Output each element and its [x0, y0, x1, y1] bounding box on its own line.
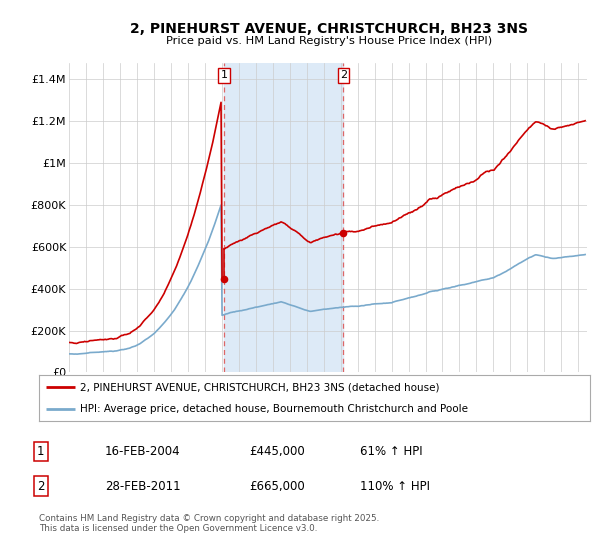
Text: 110% ↑ HPI: 110% ↑ HPI — [360, 479, 430, 493]
Text: 1: 1 — [220, 71, 227, 81]
Text: HPI: Average price, detached house, Bournemouth Christchurch and Poole: HPI: Average price, detached house, Bour… — [80, 404, 469, 414]
Text: 1: 1 — [37, 445, 44, 458]
Text: 2, PINEHURST AVENUE, CHRISTCHURCH, BH23 3NS: 2, PINEHURST AVENUE, CHRISTCHURCH, BH23 … — [130, 22, 528, 36]
Text: 61% ↑ HPI: 61% ↑ HPI — [360, 445, 422, 458]
Text: £445,000: £445,000 — [249, 445, 305, 458]
Text: 28-FEB-2011: 28-FEB-2011 — [105, 479, 181, 493]
Text: £665,000: £665,000 — [249, 479, 305, 493]
Text: 2: 2 — [37, 479, 44, 493]
Text: Price paid vs. HM Land Registry's House Price Index (HPI): Price paid vs. HM Land Registry's House … — [166, 36, 492, 46]
Bar — [224, 63, 343, 372]
Text: Contains HM Land Registry data © Crown copyright and database right 2025.
This d: Contains HM Land Registry data © Crown c… — [39, 514, 379, 533]
Text: 2, PINEHURST AVENUE, CHRISTCHURCH, BH23 3NS (detached house): 2, PINEHURST AVENUE, CHRISTCHURCH, BH23 … — [80, 382, 440, 392]
Text: 16-FEB-2004: 16-FEB-2004 — [105, 445, 181, 458]
Text: 2: 2 — [340, 71, 347, 81]
